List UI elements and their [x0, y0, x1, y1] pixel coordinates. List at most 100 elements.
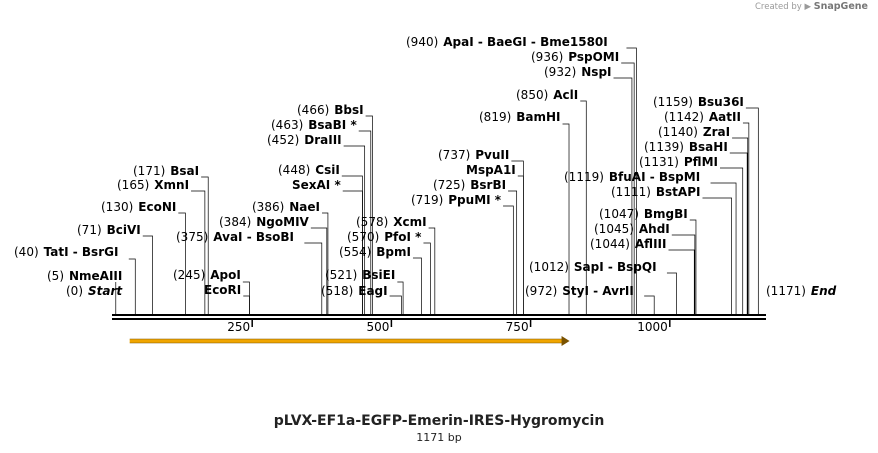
leader-line: [671, 234, 696, 314]
enzyme-name: BmgBI: [644, 207, 688, 221]
enzyme-name: Bsu36I: [698, 95, 744, 109]
enzyme-position: (1111): [611, 185, 651, 199]
leader-line: [310, 227, 328, 314]
enzyme-position: (1131): [639, 155, 679, 169]
tick-label-250: 250: [227, 320, 250, 334]
sequence-end-label: Start: [88, 284, 123, 298]
leader-line: [689, 219, 697, 314]
leader-line: [243, 295, 250, 314]
enzyme-position: (737): [438, 148, 470, 162]
enzyme-position: (1012): [529, 260, 569, 274]
leader-line: [304, 242, 323, 314]
enzyme-labels: (0) Start (5) NmeAIII (40) TatI - BsrGI (71) Bc…: [14, 35, 837, 298]
enzyme-position: (1171): [766, 284, 806, 298]
enzyme-name: ZraI: [703, 125, 730, 139]
enzyme-position: (521): [325, 268, 357, 282]
enzyme-name: BsrBI: [470, 178, 506, 192]
enzyme-name: NspI: [581, 65, 611, 79]
tick-label-750: 750: [506, 320, 529, 334]
leader-line: [710, 182, 737, 314]
enzyme-name: BsaI: [170, 164, 199, 178]
leader-line: [201, 176, 209, 314]
leader-line: [322, 212, 329, 314]
enzyme-name: SapI - BspQI: [574, 260, 657, 274]
enzyme-position: (448): [278, 163, 310, 177]
enzyme-name: MspA1I: [466, 163, 516, 177]
enzyme-name: PvuII: [475, 148, 509, 162]
enzyme-position: (725): [433, 178, 465, 192]
enzyme-position: (850): [516, 88, 548, 102]
enzyme-name: BpmI: [376, 245, 411, 259]
leader-line: [423, 242, 431, 314]
sequence-end-label: End: [811, 284, 837, 298]
enzyme-name: AatII: [709, 110, 741, 124]
plasmid-length: 1171 bp: [416, 431, 462, 444]
leader-line: [729, 152, 748, 314]
enzyme-position: (1142): [664, 110, 704, 124]
leader-line: [517, 175, 524, 314]
leader-line: [358, 130, 372, 314]
leader-line: [242, 281, 250, 314]
leader-line: [178, 212, 186, 314]
enzyme-position: (1045): [594, 222, 634, 236]
enzyme-name: PflMI: [684, 155, 718, 169]
enzyme-position: (5): [47, 269, 64, 283]
enzyme-name: NmeAIII: [69, 269, 122, 283]
sequence-axis: [112, 314, 766, 320]
enzyme-position: (1119): [564, 170, 604, 184]
enzyme-position: (466): [297, 103, 329, 117]
leader-line: [732, 137, 749, 314]
enzyme-position: (386): [252, 200, 284, 214]
enzyme-position: (463): [271, 118, 303, 132]
enzyme-name: AvaI - BsoBI: [213, 230, 294, 244]
enzyme-position: (1139): [644, 140, 684, 154]
credit-brand: SnapGene: [813, 1, 868, 12]
enzyme-name: CsiI: [315, 163, 340, 177]
enzyme-name: XcmI: [393, 215, 426, 229]
enzyme-position: (554): [339, 245, 371, 259]
enzyme-position: (719): [411, 193, 443, 207]
axis-ticks: 250 500 750 1000: [227, 320, 671, 334]
enzyme-position: (518): [321, 284, 353, 298]
enzyme-name: StyI - AvrII: [562, 284, 634, 298]
leader-line: [508, 190, 518, 314]
leader-line: [626, 47, 637, 314]
leader-line: [142, 235, 153, 314]
enzyme-name: EcoNI: [138, 200, 176, 214]
leader-line: [668, 249, 695, 314]
leader-line: [745, 107, 759, 314]
feature-arrow: [129, 336, 570, 346]
enzyme-position: (165): [117, 178, 149, 192]
enzyme-position: (452): [267, 133, 299, 147]
leader-line: [128, 258, 136, 314]
enzyme-name: DraIII: [304, 133, 341, 147]
snapgene-credit: Created by ▶ SnapGene: [755, 1, 868, 12]
leader-line: [503, 205, 514, 314]
enzyme-name: PfoI *: [384, 230, 422, 244]
enzyme-name: BbsI: [334, 103, 363, 117]
leader-line: [191, 190, 206, 314]
leader-line: [719, 167, 744, 314]
snapgene-logo-icon: ▶: [804, 2, 812, 12]
enzyme-position: (972): [525, 284, 557, 298]
enzyme-name: EagI: [358, 284, 387, 298]
leader-line: [397, 281, 404, 314]
enzyme-name: BciVI: [107, 223, 141, 237]
enzyme-name: ApaI - BaeGI - Bme1580I: [443, 35, 607, 49]
enzyme-position: (71): [77, 223, 102, 237]
enzyme-name: EcoRI: [204, 283, 241, 297]
enzyme-position: (375): [176, 230, 208, 244]
enzyme-position: (940): [406, 35, 438, 49]
plasmid-name: pLVX-EF1a-EGFP-Emerin-IRES-Hygromycin: [273, 413, 605, 429]
enzyme-name: PspOMI: [568, 50, 619, 64]
enzyme-name: BstAPI: [656, 185, 701, 199]
enzyme-position: (1047): [599, 207, 639, 221]
leader-lines: [115, 47, 759, 314]
enzyme-name: SexAI *: [292, 178, 341, 192]
leader-line: [580, 100, 587, 314]
feature-bar: [129, 339, 563, 343]
enzyme-position: (40): [14, 245, 39, 259]
credit-prefix: Created by: [755, 2, 802, 12]
leader-line: [342, 190, 363, 314]
enzyme-position: (0): [66, 284, 83, 298]
